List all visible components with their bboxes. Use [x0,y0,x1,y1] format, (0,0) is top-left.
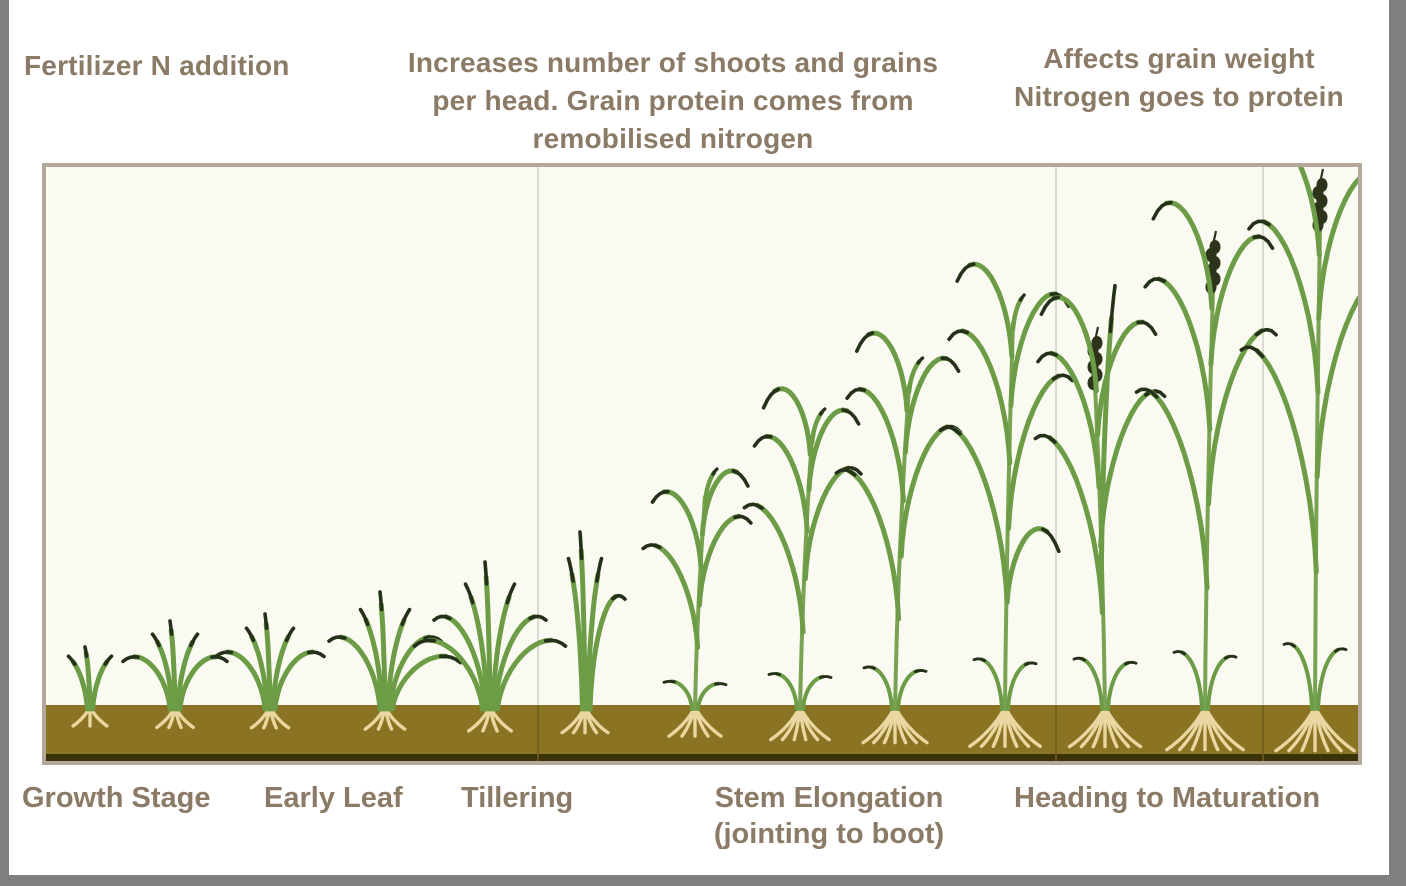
annotation-center-line3: remobilised nitrogen [532,123,814,154]
frame-bar-right [1389,0,1406,886]
plant [1033,283,1167,749]
annotation-fertilizer-text: Fertilizer N addition [24,50,290,81]
plant [560,530,627,735]
plant [742,386,863,742]
soil-strip [46,705,1358,761]
seed-head [1316,178,1328,192]
growth-stages-panel [42,163,1362,765]
plant [1239,167,1358,753]
annotation-right-line1: Affects grain weight [1043,43,1315,74]
frame-bar-left [0,0,9,886]
annotation-right-line2: Nitrogen goes to protein [1014,81,1344,112]
seed-head [1091,336,1103,350]
seed-head [1209,240,1221,254]
stage-label-heading-maturation: Heading to Maturation [1014,782,1321,814]
soil-shadow-line [46,754,1358,761]
plant [1134,200,1278,752]
annotation-fertilizer-n-addition: Fertilizer N addition [24,47,290,85]
stage-label-early-leaf: Early Leaf [264,782,403,814]
frame-bar-bottom [0,875,1406,886]
plant [412,560,568,733]
plant [214,612,326,730]
plant [66,645,114,728]
plant [834,330,963,745]
annotation-shoots-grains: Increases number of shoots and grains pe… [356,44,990,158]
stage-label-tillering: Tillering [461,782,574,814]
stage-label-stem-elongation-sub: (jointing to boot) [713,818,945,850]
annotation-center-line1: Increases number of shoots and grains [407,47,939,78]
annotation-grain-weight: Affects grain weight Nitrogen goes to pr… [976,40,1382,116]
growth-stages-illustration [46,167,1358,761]
stage-label-growth-stage: Growth Stage [22,782,211,814]
stage-label-stem-elongation: Stem Elongation (jointing to boot) [688,780,970,852]
plant [938,261,1074,748]
plant [641,467,753,738]
annotation-center-line2: per head. Grain protein comes from [432,85,914,116]
